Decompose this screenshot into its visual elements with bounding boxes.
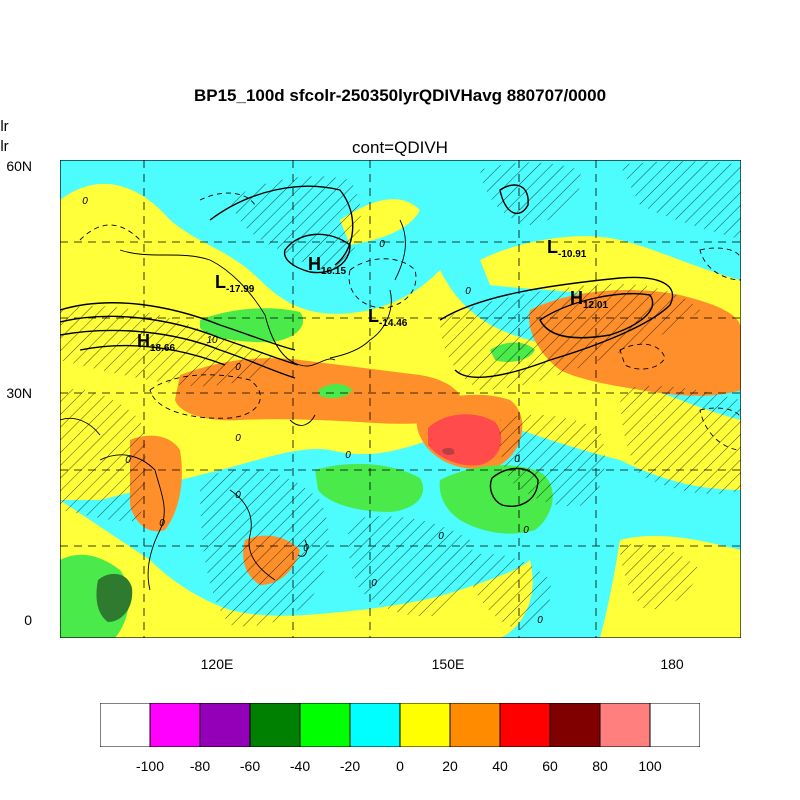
contour-label: 0 [465, 286, 471, 297]
pressure-center-high-2: H18.66 [137, 331, 175, 354]
contour-label: 0 [235, 362, 241, 373]
contour-label: 0 [235, 490, 241, 501]
contour-label: 0 [537, 615, 543, 626]
colorbar-swatch [599, 703, 651, 747]
lat-label-30n: 30N [6, 385, 32, 401]
map-panel: 0 0 0 10 0 0 0 0 0 0 0 0 0 0 0 0 L-17.99… [60, 160, 741, 638]
colorbar-swatch [649, 703, 700, 747]
colorbar-swatch [499, 703, 551, 747]
contour-label: 10 [206, 335, 218, 346]
colorbar-swatch [100, 703, 151, 747]
lon-label-150e: 150E [431, 656, 465, 672]
colorbar-swatch [399, 703, 451, 747]
pressure-center-high-1: H16.15 [308, 254, 346, 277]
contour-label: 0 [345, 450, 351, 461]
colorbar-label: 0 [396, 758, 404, 774]
contour-label: 0 [159, 518, 165, 529]
side-label-2: olr [0, 138, 9, 155]
colorbar-swatch [249, 703, 301, 747]
contour-label: 0 [371, 578, 377, 589]
negative-anomaly-dark-green [96, 573, 133, 622]
lon-label-120e: 120E [200, 656, 234, 672]
pressure-center-low-2: L-14.46 [368, 306, 408, 329]
contour-label: 0 [523, 525, 529, 536]
lon-label-180: 180 [660, 656, 684, 672]
contour-label: 0 [514, 454, 520, 465]
contour-label: 0 [82, 196, 88, 207]
contour-label: 0 [379, 239, 385, 250]
contour-label: 0 [303, 543, 309, 554]
side-label-1: olr [0, 118, 9, 135]
colorbar-label: 100 [638, 758, 662, 774]
colorbar-label: 40 [492, 758, 508, 774]
contour-label: 0 [438, 531, 444, 542]
colorbar-label: -40 [289, 758, 311, 774]
colorbar [100, 703, 700, 747]
colorbar-label: -80 [189, 758, 211, 774]
map-title: BP15_100d sfcolr-250350lyrQDIVHavg 88070… [193, 86, 607, 105]
contour-label: 0 [235, 433, 241, 444]
colorbar-label: -60 [239, 758, 261, 774]
pressure-center-high-3: H12.01 [570, 288, 608, 311]
colorbar-swatch [549, 703, 601, 747]
pressure-center-low-1: L-17.99 [215, 272, 255, 295]
coastlines [60, 219, 406, 591]
gridlines [60, 160, 741, 638]
dashed-contours [79, 192, 741, 451]
colorbar-label: 20 [442, 758, 458, 774]
colorbar-swatch [199, 703, 251, 747]
lat-label-0: 0 [24, 612, 32, 628]
solid-contours [60, 184, 674, 507]
contour-label: 0 [125, 455, 131, 466]
colorbar-label: -20 [339, 758, 361, 774]
colorbar-swatch [349, 703, 401, 747]
colorbar-swatch [449, 703, 501, 747]
map-subtitle: cont=QDIVH [352, 138, 448, 157]
lat-label-60n: 60N [6, 158, 32, 174]
colorbar-label: -100 [135, 758, 165, 774]
colorbar-label: 60 [542, 758, 558, 774]
pressure-center-low-3: L-10.91 [547, 237, 587, 260]
colorbar-label: 80 [592, 758, 608, 774]
colorbar-swatch [299, 703, 351, 747]
colorbar-swatch [149, 703, 201, 747]
